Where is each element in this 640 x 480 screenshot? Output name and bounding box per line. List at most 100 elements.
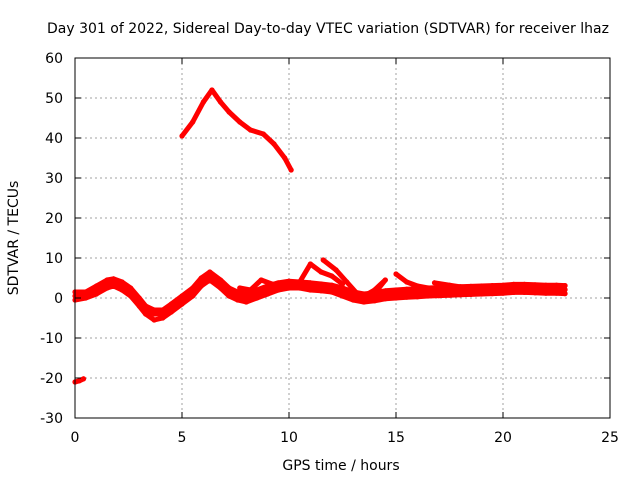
data-point (307, 287, 313, 293)
series-branch-8h (237, 277, 286, 293)
data-point (404, 290, 410, 296)
data-point (457, 288, 463, 294)
data-point (320, 257, 326, 263)
data-point (247, 127, 254, 133)
data-point (521, 285, 528, 291)
data-point (376, 285, 382, 291)
data-point (286, 285, 292, 291)
y-tick-label: 30 (45, 171, 63, 187)
data-point (532, 290, 538, 296)
data-point (372, 298, 378, 304)
data-point (190, 119, 196, 125)
data-point (414, 294, 420, 300)
series-main-band-lower (72, 277, 568, 323)
data-point (468, 285, 474, 291)
data-point (350, 297, 356, 303)
y-tick-label: 40 (45, 131, 63, 147)
data-point (243, 291, 249, 297)
x-tick-label: 25 (601, 430, 619, 446)
y-tick-label: -10 (40, 331, 63, 347)
data-point (190, 285, 196, 291)
data-point (168, 301, 174, 307)
data-point (237, 119, 243, 125)
data-point (393, 295, 399, 301)
data-point (80, 376, 87, 382)
data-point (479, 291, 485, 297)
series-early-low (72, 376, 87, 385)
data-point (329, 273, 335, 279)
data-point (329, 282, 335, 288)
series-spike-17h (431, 280, 474, 291)
data-point (425, 293, 431, 299)
data-point (489, 283, 495, 289)
data-point (318, 269, 324, 275)
data-point (339, 281, 346, 287)
series-spike-11h (297, 261, 346, 287)
x-tick-label: 20 (494, 430, 512, 446)
data-point (511, 289, 517, 295)
data-point (237, 285, 243, 291)
data-point (207, 269, 213, 275)
data-point (318, 281, 324, 287)
data-point (168, 309, 174, 315)
data-point (76, 378, 82, 384)
data-point (160, 307, 166, 313)
data-point (393, 287, 399, 293)
data-point (511, 285, 517, 291)
data-point (372, 287, 378, 293)
data-point (83, 295, 89, 301)
x-tick-label: 0 (71, 430, 80, 446)
data-point (190, 293, 196, 299)
data-point (404, 279, 410, 285)
data-point (297, 279, 303, 285)
axis-ticks: -30 -20 -10 0 10 20 30 40 50 60 0 5 10 15 20 25 (40, 51, 619, 446)
data-point (425, 285, 431, 291)
data-point (93, 283, 99, 289)
data-point (179, 133, 185, 139)
data-point (521, 281, 528, 287)
data-point (128, 285, 134, 291)
data-point (151, 311, 157, 317)
data-point (207, 277, 213, 283)
data-point (258, 277, 264, 283)
data-point (151, 307, 157, 313)
y-tick-label: 0 (54, 291, 63, 307)
data-point (217, 277, 224, 283)
data-point (226, 293, 232, 299)
series-trace (361, 277, 388, 299)
data-point (297, 285, 303, 291)
grid (75, 58, 610, 418)
data-point (500, 290, 506, 296)
data-point (110, 283, 117, 289)
data-point (260, 131, 266, 137)
data-point (286, 278, 292, 284)
data-point (543, 290, 549, 296)
data-point (511, 281, 517, 287)
data-point (446, 282, 453, 288)
chart-title: Day 301 of 2022, Sidereal Day-to-day VTE… (47, 21, 609, 37)
data-point (279, 283, 286, 289)
data-point (275, 287, 281, 293)
data-point (532, 282, 538, 288)
data-point (436, 293, 442, 299)
data-point (382, 288, 388, 294)
data-point (414, 283, 420, 289)
y-tick-label: -20 (40, 371, 63, 387)
data-point (404, 294, 410, 300)
data-point (104, 285, 110, 291)
data-point (393, 291, 399, 297)
series-main-band-upper (72, 269, 568, 313)
data-point (500, 286, 506, 292)
series-spike-14p5h (361, 277, 388, 299)
data-point (553, 286, 560, 292)
data-point (179, 301, 185, 307)
y-tick-label: 20 (45, 211, 63, 227)
y-tick-label: 50 (45, 91, 63, 107)
data-point (143, 311, 149, 317)
series-upper-arc (179, 87, 294, 173)
data-point (339, 285, 346, 291)
data-point (489, 291, 495, 297)
data-point (431, 280, 438, 286)
data-point (382, 277, 388, 283)
